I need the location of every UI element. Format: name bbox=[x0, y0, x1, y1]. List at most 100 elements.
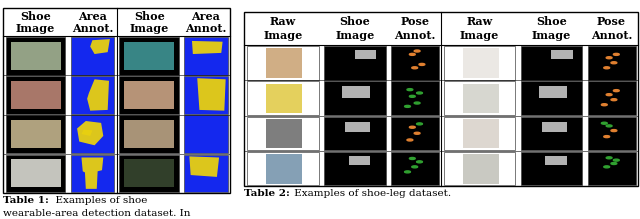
Bar bbox=[184, 76, 228, 114]
Bar bbox=[588, 152, 636, 185]
Text: Annot.: Annot. bbox=[72, 23, 113, 34]
Text: wearable-area detection dataset. In: wearable-area detection dataset. In bbox=[3, 209, 191, 218]
Bar bbox=[444, 46, 515, 79]
Bar bbox=[10, 120, 61, 148]
Bar bbox=[124, 120, 174, 148]
Circle shape bbox=[611, 62, 617, 64]
Text: Raw: Raw bbox=[467, 16, 493, 27]
Bar bbox=[390, 46, 439, 79]
Bar bbox=[70, 115, 114, 153]
Text: Shoe: Shoe bbox=[20, 11, 51, 22]
Bar bbox=[552, 50, 573, 59]
Circle shape bbox=[604, 166, 610, 168]
Bar bbox=[3, 8, 230, 193]
Circle shape bbox=[414, 102, 420, 104]
Bar bbox=[184, 154, 228, 192]
Text: Annot.: Annot. bbox=[591, 30, 632, 41]
Text: Image: Image bbox=[16, 23, 55, 34]
Text: Area: Area bbox=[191, 11, 220, 22]
Polygon shape bbox=[189, 156, 219, 177]
Bar bbox=[542, 122, 567, 132]
Polygon shape bbox=[87, 79, 109, 111]
Bar bbox=[588, 46, 636, 79]
Circle shape bbox=[604, 67, 610, 69]
Bar bbox=[124, 42, 174, 70]
Circle shape bbox=[404, 171, 410, 173]
Text: Image: Image bbox=[335, 30, 374, 41]
Bar bbox=[463, 48, 499, 78]
Bar bbox=[10, 42, 61, 70]
Bar bbox=[184, 115, 228, 153]
Bar bbox=[444, 117, 515, 150]
Polygon shape bbox=[90, 39, 110, 54]
Text: Shoe: Shoe bbox=[339, 16, 370, 27]
Text: Area: Area bbox=[78, 11, 107, 22]
Bar bbox=[70, 76, 114, 114]
Text: Examples of shoe: Examples of shoe bbox=[49, 196, 148, 205]
Bar bbox=[247, 81, 319, 115]
Bar bbox=[266, 48, 302, 78]
Bar bbox=[349, 156, 370, 165]
Text: Shoe: Shoe bbox=[536, 16, 567, 27]
Text: Examples of shoe-leg dataset.: Examples of shoe-leg dataset. bbox=[291, 189, 451, 198]
Bar bbox=[6, 115, 65, 153]
Bar bbox=[545, 156, 567, 165]
Circle shape bbox=[404, 105, 410, 107]
Bar bbox=[6, 37, 65, 74]
Circle shape bbox=[602, 122, 607, 124]
Bar bbox=[124, 81, 174, 109]
Circle shape bbox=[410, 95, 415, 97]
Bar bbox=[539, 86, 567, 98]
Text: Pose: Pose bbox=[400, 16, 429, 27]
Circle shape bbox=[613, 159, 620, 161]
Circle shape bbox=[606, 125, 612, 127]
Circle shape bbox=[606, 94, 612, 96]
Bar bbox=[119, 154, 179, 192]
Circle shape bbox=[414, 50, 420, 52]
Bar bbox=[463, 119, 499, 148]
Text: Image: Image bbox=[263, 30, 303, 41]
Bar bbox=[520, 81, 582, 115]
Circle shape bbox=[611, 99, 617, 101]
Bar bbox=[10, 159, 61, 187]
Bar bbox=[444, 152, 515, 185]
Text: Raw: Raw bbox=[269, 16, 296, 27]
Bar bbox=[342, 86, 370, 98]
Text: Image: Image bbox=[129, 23, 169, 34]
Polygon shape bbox=[197, 78, 226, 111]
Bar bbox=[266, 83, 302, 113]
Circle shape bbox=[419, 64, 425, 65]
Bar bbox=[70, 37, 114, 74]
Text: Shoe: Shoe bbox=[134, 11, 164, 22]
Bar bbox=[444, 81, 515, 115]
Polygon shape bbox=[81, 157, 103, 189]
Circle shape bbox=[410, 126, 415, 128]
Circle shape bbox=[414, 132, 420, 134]
Polygon shape bbox=[77, 121, 103, 145]
Bar bbox=[247, 152, 319, 185]
Bar bbox=[346, 122, 370, 132]
Circle shape bbox=[407, 139, 413, 141]
Circle shape bbox=[613, 90, 620, 92]
Text: Table 2:: Table 2: bbox=[244, 189, 291, 198]
Circle shape bbox=[412, 166, 418, 168]
Bar bbox=[390, 117, 439, 150]
Bar bbox=[390, 152, 439, 185]
Bar bbox=[6, 154, 65, 192]
Bar bbox=[124, 159, 174, 187]
Circle shape bbox=[613, 53, 620, 55]
Polygon shape bbox=[81, 130, 92, 136]
Bar bbox=[588, 117, 636, 150]
Bar bbox=[390, 81, 439, 115]
Bar bbox=[463, 154, 499, 184]
Text: Image: Image bbox=[532, 30, 571, 41]
Circle shape bbox=[611, 162, 617, 164]
Text: Image: Image bbox=[460, 30, 499, 41]
Bar bbox=[184, 37, 228, 74]
Circle shape bbox=[417, 123, 422, 125]
Bar bbox=[119, 115, 179, 153]
Bar bbox=[324, 117, 385, 150]
Text: Table 1:: Table 1: bbox=[3, 196, 49, 205]
Bar bbox=[119, 37, 179, 74]
Text: Annot.: Annot. bbox=[394, 30, 435, 41]
